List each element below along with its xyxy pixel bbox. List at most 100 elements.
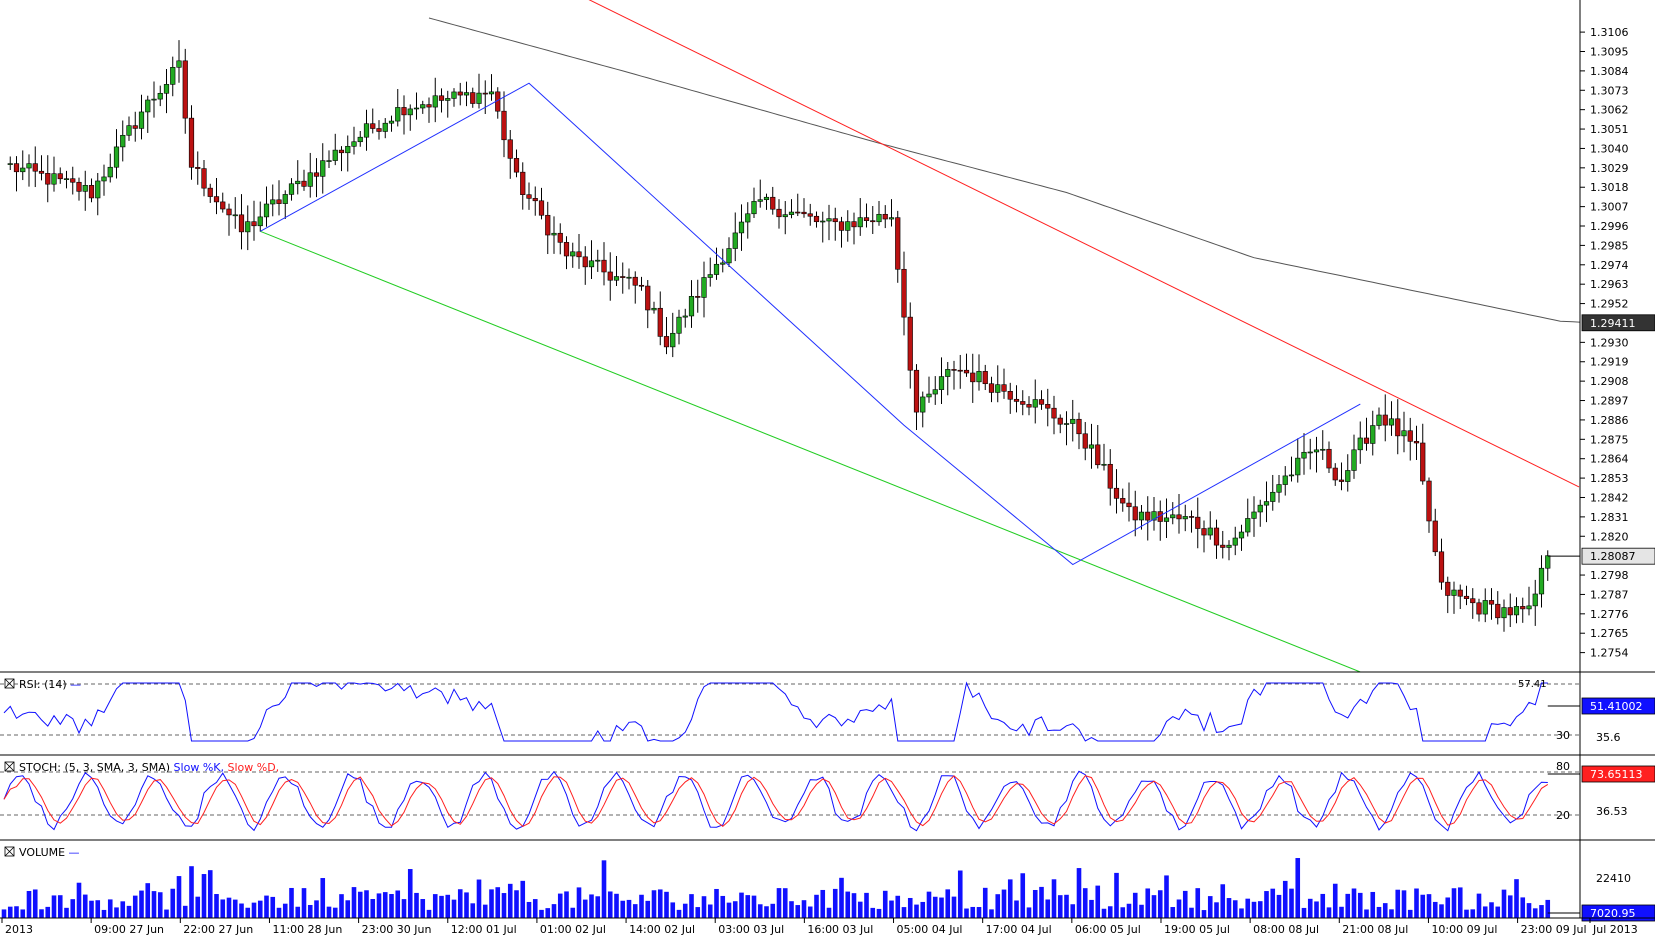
volume-bar xyxy=(570,907,576,918)
candle xyxy=(388,115,395,132)
candle-body xyxy=(57,173,63,180)
candle xyxy=(351,126,357,155)
volume-bar xyxy=(1482,906,1488,918)
volume-bar xyxy=(1151,895,1157,918)
upper-channel-line xyxy=(588,0,1580,488)
candle-body xyxy=(351,141,357,147)
candle xyxy=(676,309,682,345)
candle-body xyxy=(82,185,88,192)
candle-body xyxy=(982,371,988,385)
candle-body xyxy=(1063,423,1070,425)
candle xyxy=(1126,482,1132,522)
volume-bar xyxy=(1101,908,1107,918)
volume-bar xyxy=(776,888,782,918)
candle xyxy=(913,364,920,430)
volume-bar xyxy=(295,906,301,918)
volume-bar xyxy=(1145,888,1151,918)
candle-body xyxy=(1401,430,1407,437)
candle-body xyxy=(363,123,370,138)
volume-bar xyxy=(1045,899,1051,918)
candle-body xyxy=(1107,463,1113,489)
candle-body xyxy=(1470,598,1476,604)
candle xyxy=(663,317,670,355)
candle-body xyxy=(1432,520,1438,553)
volume-bar xyxy=(426,909,432,918)
candle xyxy=(32,146,38,188)
candle xyxy=(926,376,932,403)
volume-bar xyxy=(57,895,63,918)
candle xyxy=(20,150,26,181)
volume-bar xyxy=(439,895,444,918)
candle-body xyxy=(1188,516,1195,518)
candle xyxy=(476,73,482,109)
candle xyxy=(1320,430,1326,460)
candle xyxy=(1301,433,1307,475)
candle xyxy=(1245,498,1251,537)
volume-bar xyxy=(1114,872,1119,918)
volume-bar xyxy=(220,899,226,918)
volume-bar xyxy=(251,902,257,918)
time-tick-label: 05:00 04 Jul xyxy=(897,923,963,936)
volume-bar xyxy=(1307,898,1313,918)
candle-body xyxy=(1307,451,1313,454)
candle xyxy=(1101,443,1107,471)
candle-body xyxy=(1545,555,1551,569)
candle-body xyxy=(595,259,601,262)
candle-body xyxy=(907,316,913,371)
candle-body xyxy=(195,167,201,169)
last-price-label-box xyxy=(1581,547,1655,565)
volume-bar xyxy=(170,888,176,918)
volume-bar xyxy=(1539,905,1544,918)
volume-bar xyxy=(920,901,926,918)
volume-bar xyxy=(139,890,144,918)
volume-bar xyxy=(1276,894,1282,918)
candle-body xyxy=(1426,480,1432,522)
candle-body xyxy=(507,139,513,159)
volume-bar xyxy=(976,907,982,918)
volume-bar xyxy=(1214,902,1219,918)
volume-bar xyxy=(651,890,657,918)
candle xyxy=(851,212,857,245)
volume-bar xyxy=(507,883,513,918)
candle xyxy=(588,240,595,279)
volume-bar xyxy=(770,903,776,918)
candle-body xyxy=(826,218,832,222)
time-tick-label: 08:00 08 Jul xyxy=(1253,923,1319,936)
candle-body xyxy=(770,196,776,210)
candle-body xyxy=(1238,531,1245,539)
volume-bar xyxy=(1339,906,1344,918)
candle-body xyxy=(163,84,170,94)
candle xyxy=(738,204,745,251)
candle-body xyxy=(851,221,857,228)
volume-bar xyxy=(214,894,219,918)
price-tick-label: 1.2963 xyxy=(1590,278,1629,291)
candle-body xyxy=(976,371,982,383)
volume-bar xyxy=(332,907,338,918)
price-tick-label: 1.3073 xyxy=(1590,84,1629,97)
candle xyxy=(1270,474,1276,511)
volume-bar xyxy=(270,896,276,918)
candle-body xyxy=(70,178,76,183)
candle xyxy=(776,199,782,229)
volume-bar xyxy=(114,907,119,918)
candle xyxy=(976,354,982,391)
candle xyxy=(357,130,363,147)
candle-body xyxy=(432,95,438,108)
candle xyxy=(1313,436,1320,473)
volume-bar xyxy=(1326,907,1332,918)
volume-bar xyxy=(157,892,163,918)
candle xyxy=(1476,598,1482,622)
candle xyxy=(1088,423,1095,469)
price-tick-label: 1.2919 xyxy=(1590,356,1629,369)
candle xyxy=(1438,538,1445,590)
candle-body xyxy=(445,98,451,101)
volume-bar xyxy=(414,892,419,918)
rsi-tick-label: 35.6 xyxy=(1596,731,1621,744)
volume-bar xyxy=(495,887,501,918)
candle-body xyxy=(238,214,245,233)
candle xyxy=(1195,497,1201,549)
candle xyxy=(245,205,251,251)
volume-bar xyxy=(951,896,957,918)
volume-bar xyxy=(757,904,763,918)
candle xyxy=(1382,394,1388,442)
